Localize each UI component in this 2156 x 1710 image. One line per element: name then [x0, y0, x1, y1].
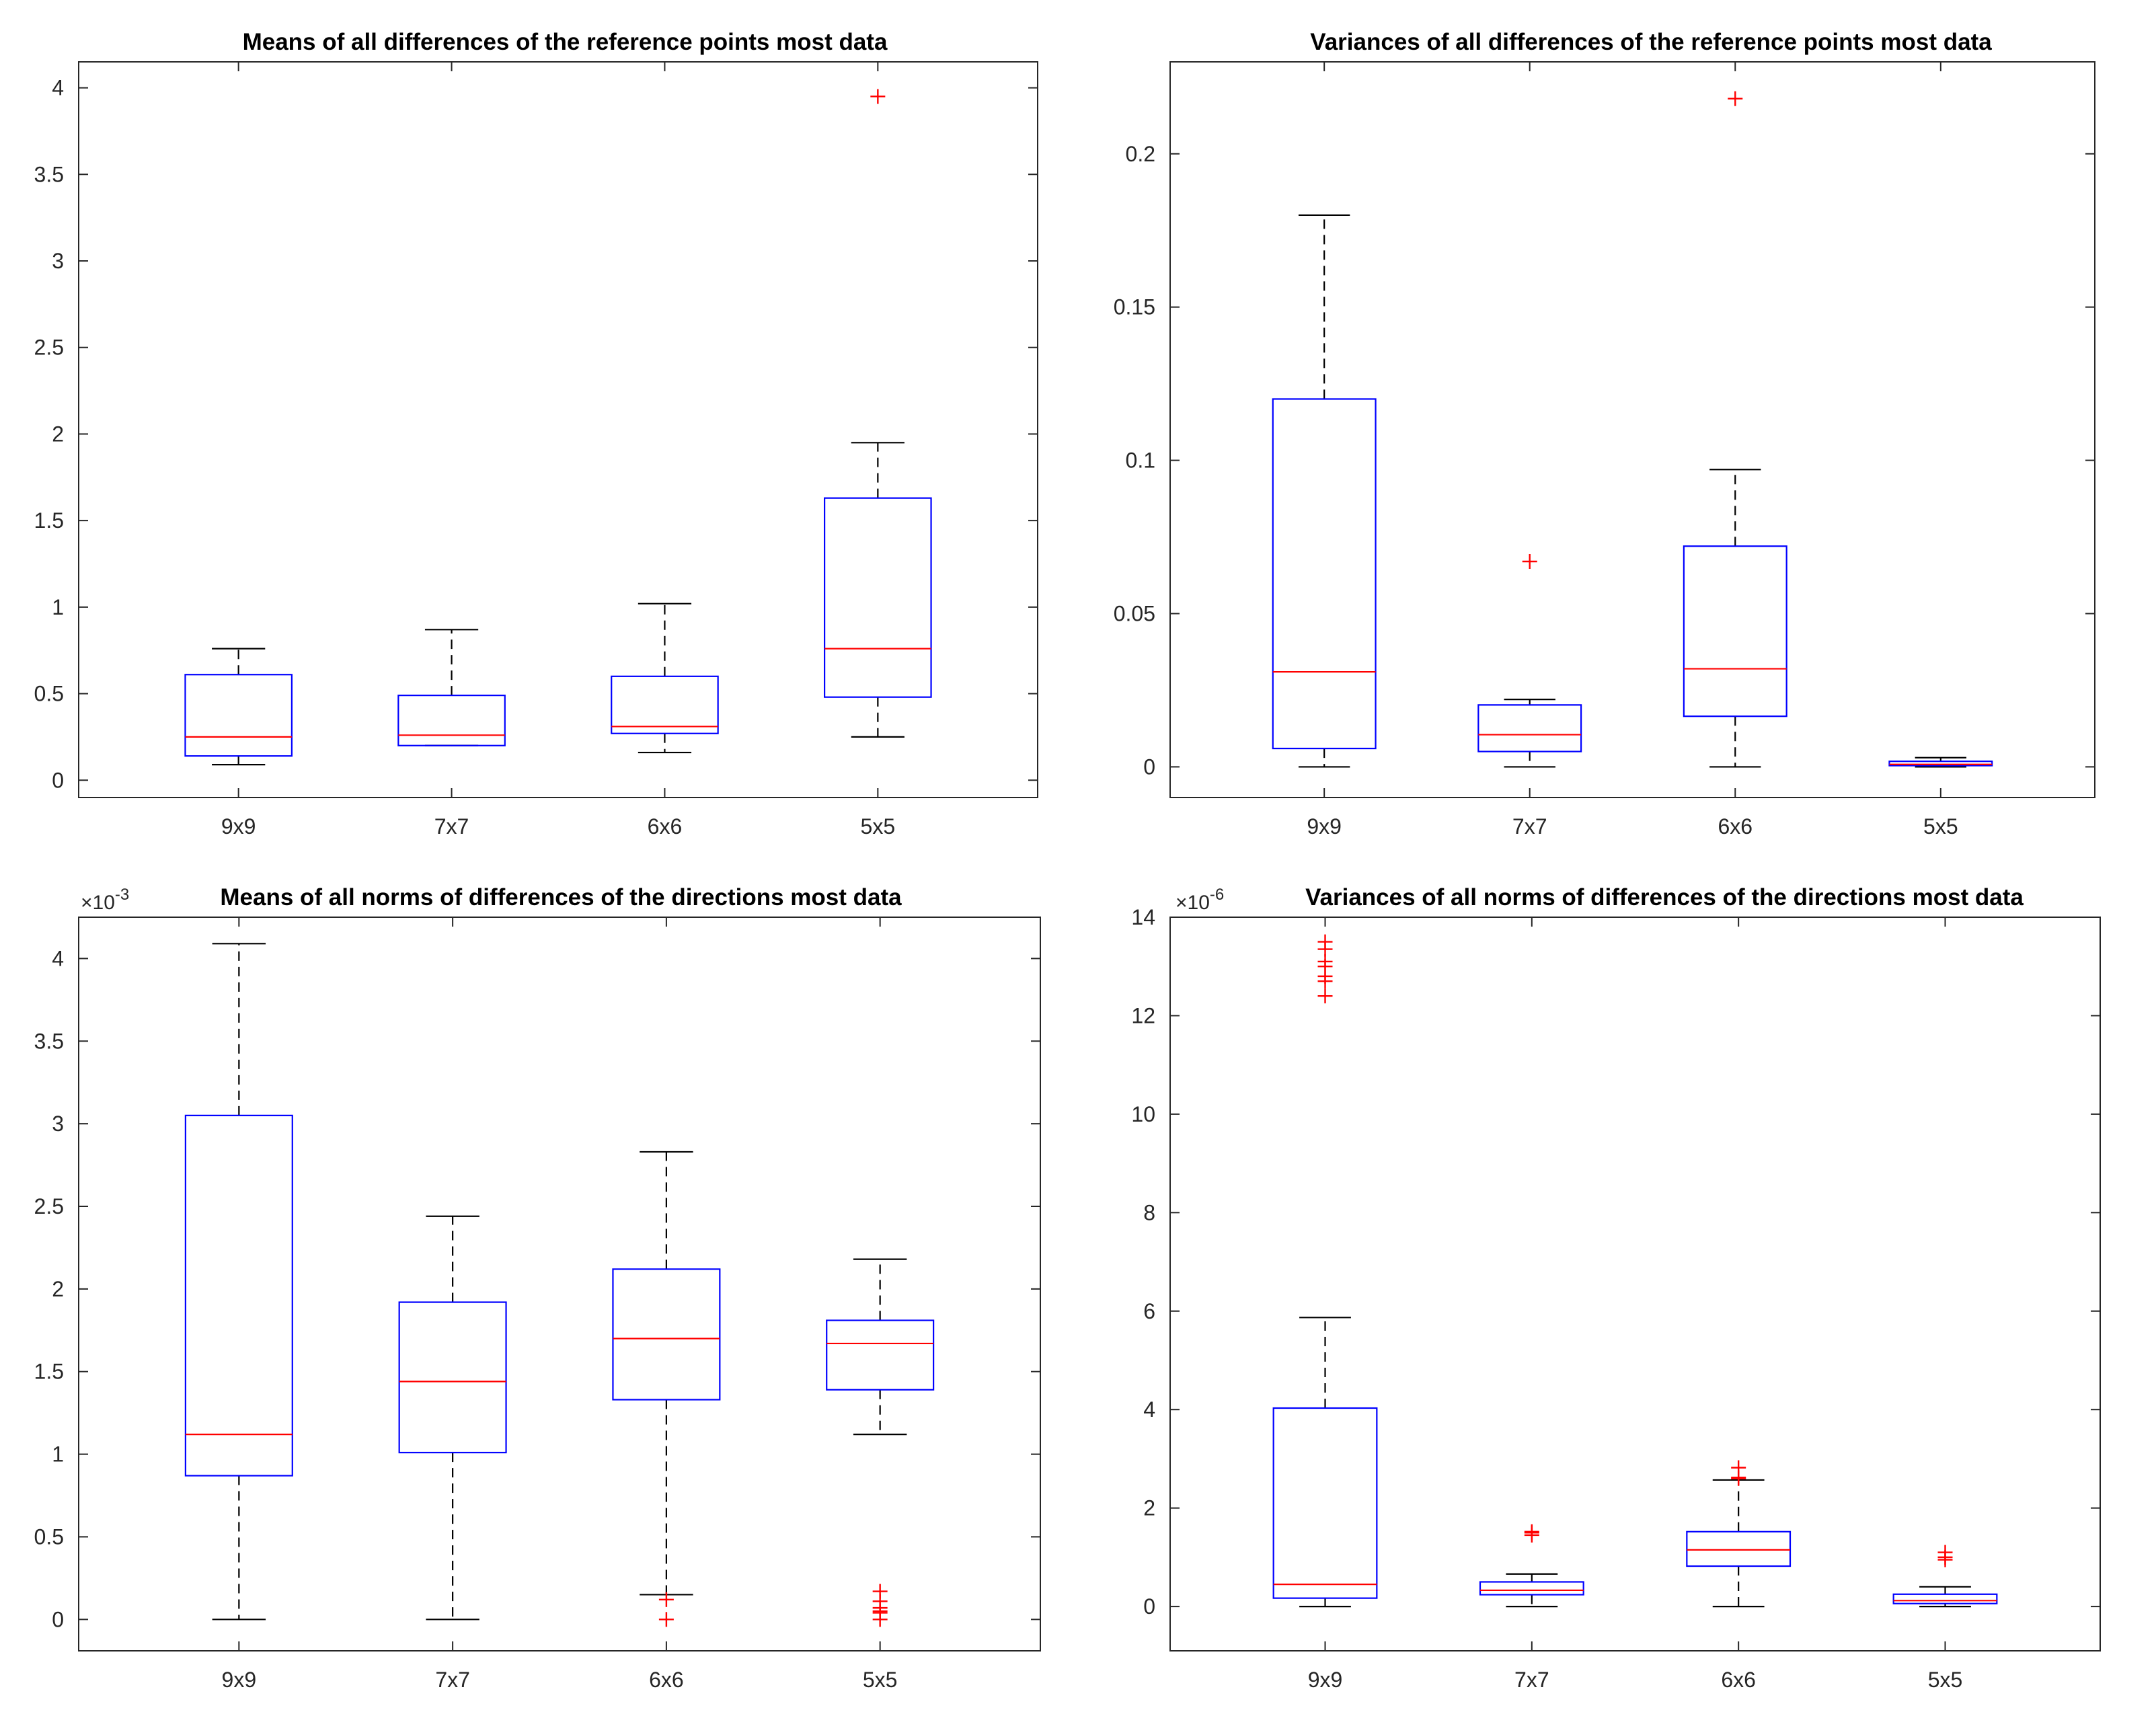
- subplot-2: Variances of all differences of the refe…: [1114, 29, 2095, 839]
- y-tick-label: 3.5: [34, 1029, 64, 1053]
- plot-content: 0 0.5 1 1.5 2 2.5 3 3.5 4 9x9 7x7 6x6 5x5: [34, 917, 1040, 1692]
- y-exponent-label: ×10-6: [1176, 886, 1224, 914]
- box-iqr: [398, 1301, 507, 1454]
- y-tick-label: 2: [52, 1277, 64, 1301]
- x-tick-label: 6x6: [648, 814, 683, 839]
- outlier-marker: [1524, 1524, 1539, 1539]
- exponent-power: -6: [1210, 886, 1224, 904]
- y-tick-label: 0.2: [1126, 142, 1155, 166]
- box-iqr: [1479, 1581, 1584, 1596]
- y-tick-label: 1: [52, 595, 64, 619]
- exponent-power: -3: [115, 886, 129, 904]
- outlier-marker: [1317, 974, 1333, 989]
- outlier-marker: [1317, 988, 1333, 1004]
- x-tick-label: 6x6: [649, 1668, 684, 1692]
- plot-area-frame: [78, 917, 1041, 1651]
- plot-content: 0 0.5 1 1.5 2 2.5 3 3.5 4 9x9 7x7 6x6 5x5: [34, 62, 1038, 839]
- x-tick-label: 9x9: [1308, 1668, 1343, 1692]
- x-tick-label: 9x9: [1307, 814, 1342, 839]
- y-tick-label: 2: [1143, 1496, 1155, 1520]
- outlier-marker: [658, 1612, 674, 1627]
- y-tick-label: 0.15: [1114, 295, 1155, 319]
- y-tick-label: 0: [1143, 754, 1155, 779]
- y-tick-label: 1: [52, 1442, 64, 1467]
- x-tick-label: 9x9: [222, 1668, 257, 1692]
- y-tick-label: 2.5: [34, 1194, 64, 1218]
- plot-area-frame: [78, 61, 1038, 798]
- y-tick-label: 2.5: [34, 336, 64, 360]
- y-tick-label: 0.1: [1126, 449, 1155, 473]
- y-tick-label: 0: [52, 768, 64, 792]
- plot-content: 0 0.05 0.1 0.15 0.2 9x9 7x7 6x6 5x5: [1114, 62, 2095, 839]
- box-iqr: [611, 675, 719, 734]
- box-iqr: [1888, 761, 1993, 767]
- y-tick-label: 14: [1131, 905, 1155, 929]
- x-tick-label: 5x5: [861, 814, 896, 839]
- x-tick-label: 9x9: [221, 814, 256, 839]
- x-tick-label: 5x5: [1923, 814, 1958, 839]
- plot-content: 0 2 4 6 8 10 12 14 9x9 7x7 6x6 5x5: [1131, 905, 2100, 1692]
- exponent-base: ×10: [81, 892, 115, 914]
- y-tick-label: 1.5: [34, 508, 64, 533]
- subplot-title: Means of all differences of the referenc…: [243, 29, 888, 55]
- x-tick-label: 7x7: [1514, 1668, 1549, 1692]
- box-iqr: [184, 674, 293, 757]
- y-tick-label: 0: [52, 1607, 64, 1631]
- y-tick-label: 4: [52, 76, 64, 100]
- subplot-3: Means of all norms of differences of the…: [34, 884, 1041, 1692]
- x-tick-label: 6x6: [1718, 814, 1753, 839]
- subplot-title: Variances of all differences of the refe…: [1310, 29, 1992, 55]
- box-iqr: [184, 1114, 293, 1477]
- outlier-marker: [1731, 1460, 1746, 1475]
- y-tick-label: 4: [52, 946, 64, 970]
- y-tick-label: 2: [52, 422, 64, 446]
- outlier-marker: [1522, 554, 1537, 570]
- y-tick-label: 3: [52, 249, 64, 273]
- outlier-marker: [658, 1592, 674, 1607]
- y-tick-label: 1.5: [34, 1360, 64, 1384]
- y-tick-label: 0: [1143, 1594, 1155, 1619]
- x-tick-label: 5x5: [863, 1668, 898, 1692]
- y-tick-label: 12: [1131, 1003, 1155, 1027]
- box-iqr: [824, 497, 932, 698]
- y-tick-label: 6: [1143, 1299, 1155, 1323]
- y-tick-label: 10: [1131, 1102, 1155, 1126]
- x-tick-label: 5x5: [1928, 1668, 1963, 1692]
- y-tick-label: 0.5: [34, 1524, 64, 1549]
- box-iqr: [1272, 398, 1377, 750]
- x-tick-label: 7x7: [434, 814, 469, 839]
- subplot-title: Means of all norms of differences of the…: [220, 884, 902, 910]
- box-iqr: [1683, 545, 1787, 717]
- y-tick-label: 4: [1143, 1397, 1155, 1422]
- outlier-marker: [870, 89, 886, 104]
- box-iqr: [826, 1319, 935, 1391]
- outlier-marker: [1728, 91, 1743, 106]
- box-iqr: [1892, 1593, 1998, 1604]
- box-iqr: [1686, 1530, 1792, 1567]
- plot-area-frame: [1169, 917, 2101, 1651]
- outlier-marker: [872, 1612, 888, 1627]
- y-tick-label: 3: [52, 1112, 64, 1136]
- plot-area-frame: [1169, 61, 2095, 798]
- x-tick-label: 7x7: [435, 1668, 470, 1692]
- box-iqr: [397, 695, 506, 746]
- outlier-marker: [1937, 1545, 1953, 1560]
- subplot-1: Means of all differences of the referenc…: [34, 29, 1038, 839]
- y-tick-label: 0.05: [1114, 602, 1155, 626]
- y-tick-label: 3.5: [34, 162, 64, 186]
- box-iqr: [612, 1268, 721, 1401]
- subplot-4: Variances of all norms of differences of…: [1131, 884, 2101, 1692]
- x-tick-label: 7x7: [1512, 814, 1547, 839]
- y-tick-label: 8: [1143, 1200, 1155, 1225]
- x-tick-label: 6x6: [1721, 1668, 1756, 1692]
- box-iqr: [1272, 1407, 1378, 1599]
- y-tick-label: 0.5: [34, 682, 64, 706]
- box-iqr: [1477, 704, 1582, 752]
- y-exponent-label: ×10-3: [81, 886, 129, 914]
- exponent-base: ×10: [1176, 892, 1210, 914]
- subplot-title: Variances of all norms of differences of…: [1305, 884, 2024, 910]
